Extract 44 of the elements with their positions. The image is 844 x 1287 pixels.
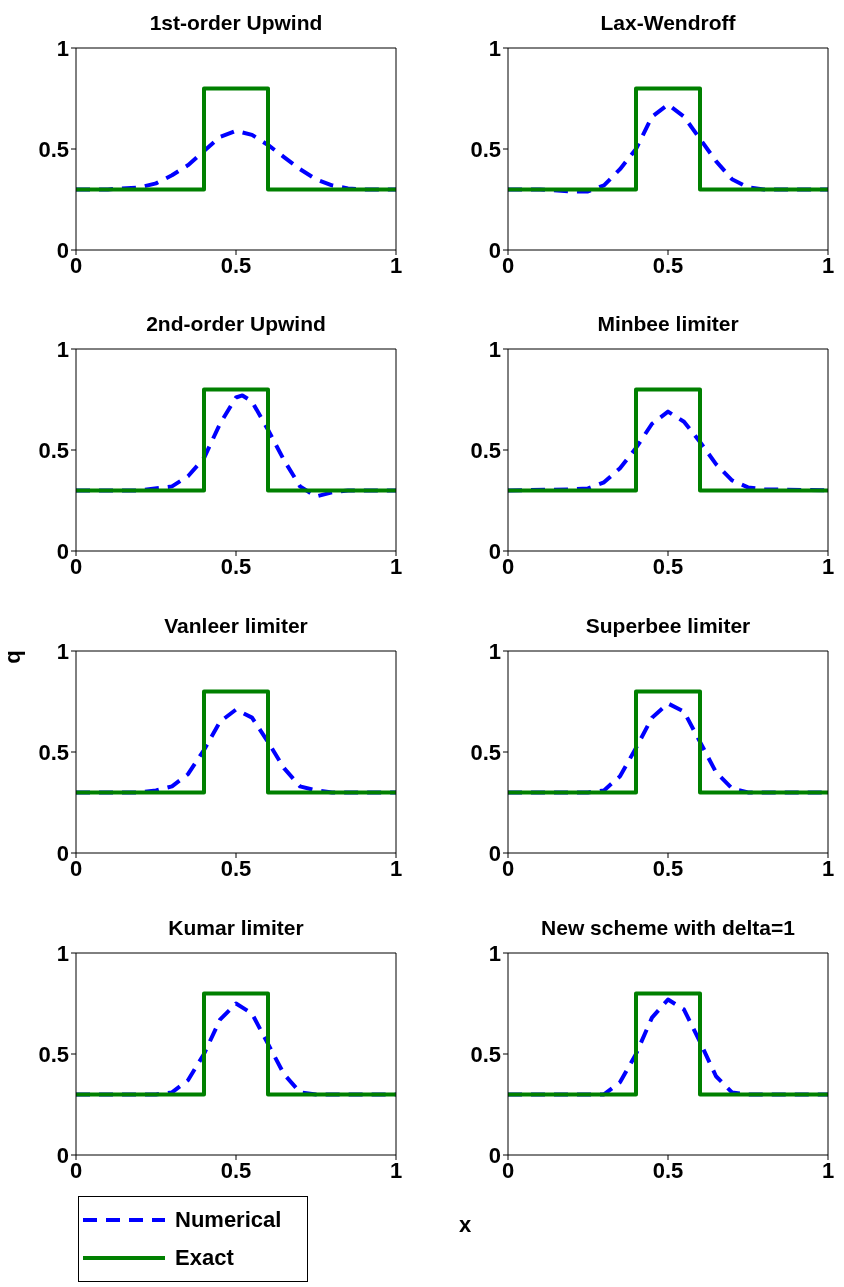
y-axis-title: q: [0, 650, 26, 664]
y-tick-label: 0.5: [470, 136, 501, 162]
x-tick-label: 1: [389, 855, 403, 881]
x-tick-label: 0.5: [220, 553, 252, 579]
x-tick-label: 0.5: [652, 553, 684, 579]
x-tick-label: 1: [821, 855, 835, 881]
y-tick-label: 0.5: [470, 1041, 501, 1067]
y-tick-label: 1: [488, 336, 501, 362]
chart-title: 1st-order Upwind: [148, 11, 324, 35]
chart-title: Vanleer limiter: [163, 614, 309, 638]
y-tick-label: 1: [56, 336, 69, 362]
x-tick-label: 1: [389, 553, 403, 579]
x-tick-label: 1: [821, 1157, 835, 1183]
chart-title: Superbee limiter: [584, 614, 752, 638]
y-tick-label: 0.5: [38, 437, 69, 463]
x-tick-label: 0.5: [220, 252, 252, 278]
y-tick-label: 0.5: [470, 437, 501, 463]
chart-title: Minbee limiter: [596, 312, 740, 336]
x-tick-label: 0.5: [652, 1157, 684, 1183]
y-tick-label: 1: [488, 940, 501, 966]
y-tick-label: 1: [56, 638, 69, 664]
y-tick-label: 1: [488, 638, 501, 664]
y-tick-label: 0.5: [38, 739, 69, 765]
x-tick-label: 1: [821, 553, 835, 579]
chart-title: Lax-Wendroff: [599, 11, 737, 35]
x-tick-label: 0.5: [652, 855, 684, 881]
y-tick-label: 1: [56, 940, 69, 966]
y-tick-label: 0.5: [38, 136, 69, 162]
x-axis-title: x: [459, 1212, 472, 1238]
y-tick-label: 1: [56, 35, 69, 61]
chart-title: New scheme with delta=1: [540, 916, 796, 940]
x-tick-label: 0.5: [220, 855, 252, 881]
x-tick-label: 1: [389, 1157, 403, 1183]
chart-title: Kumar limiter: [167, 916, 305, 940]
y-tick-label: 0.5: [38, 1041, 69, 1067]
legend-label: Numerical: [175, 1207, 282, 1233]
y-tick-label: 0.5: [470, 739, 501, 765]
chart-title: 2nd-order Upwind: [145, 312, 327, 336]
x-tick-label: 0.5: [220, 1157, 252, 1183]
x-tick-label: 0.5: [652, 252, 684, 278]
x-tick-label: 1: [389, 252, 403, 278]
legend-label: Exact: [175, 1245, 234, 1271]
y-tick-label: 1: [488, 35, 501, 61]
x-tick-label: 1: [821, 252, 835, 278]
